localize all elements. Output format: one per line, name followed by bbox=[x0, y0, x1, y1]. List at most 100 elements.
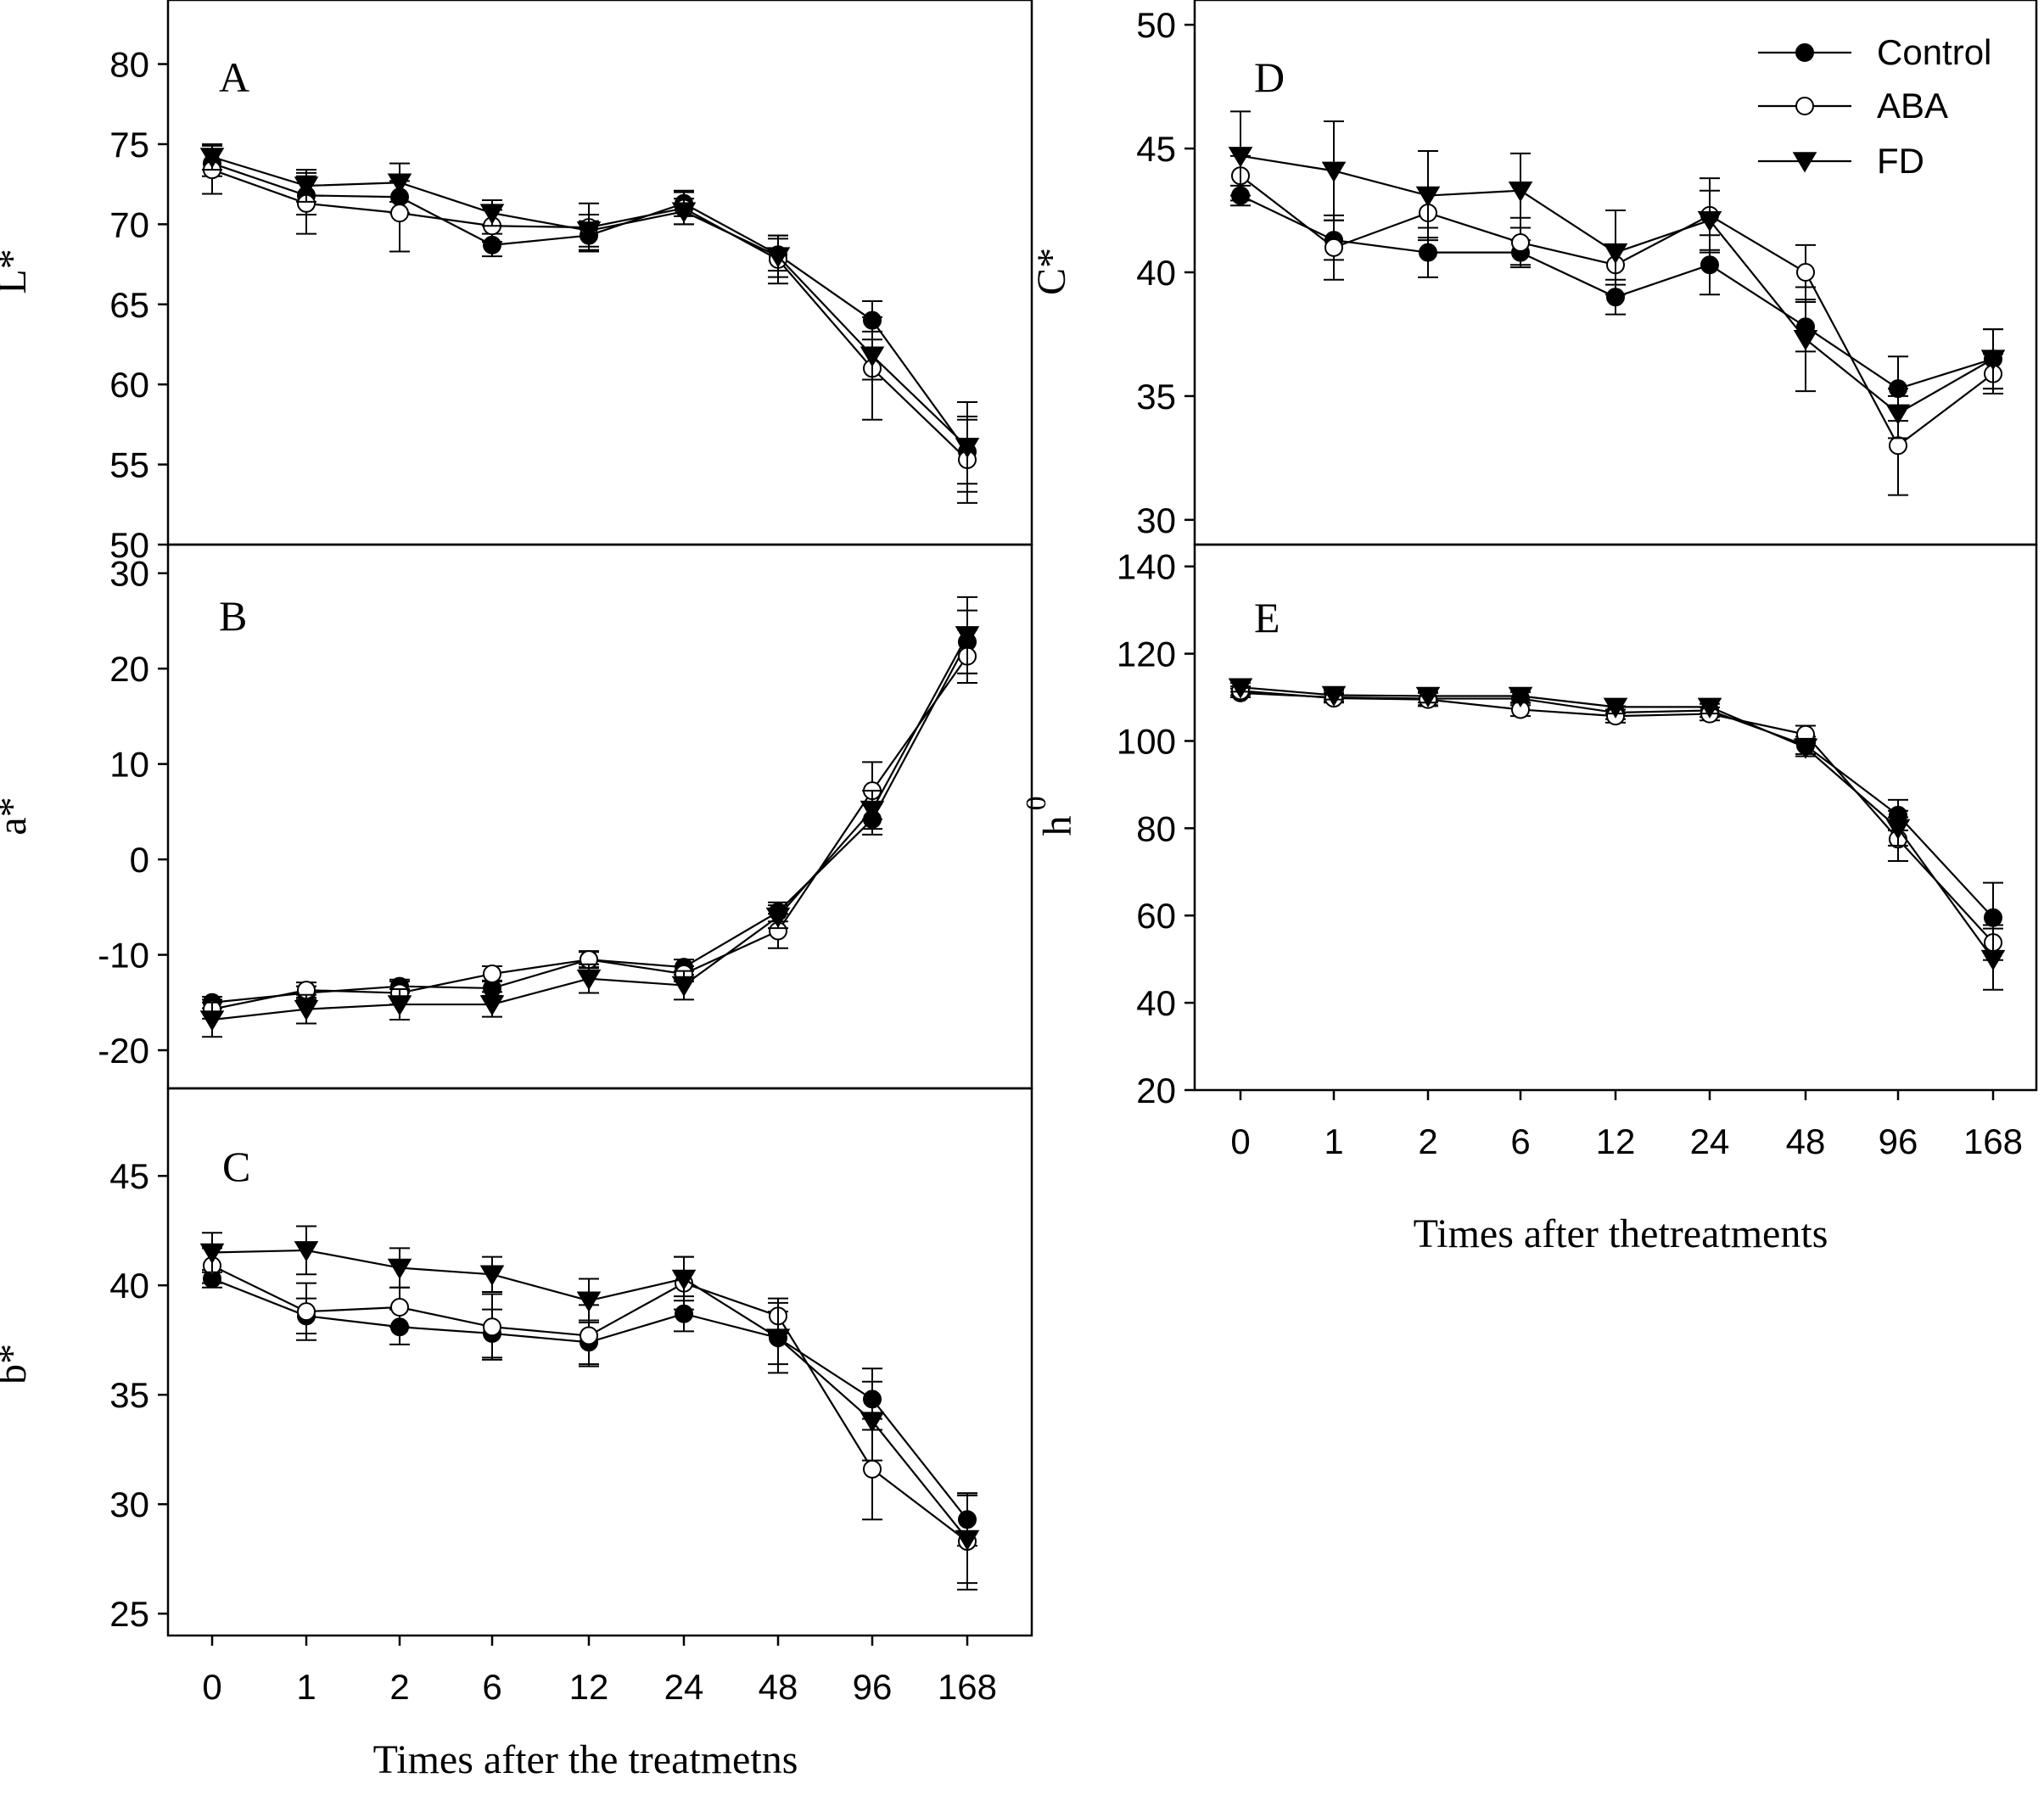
panel-frame bbox=[166, 0, 1033, 546]
series-line-control bbox=[211, 641, 968, 1004]
data-point-control bbox=[1419, 243, 1437, 262]
x-tick-label: 2 bbox=[389, 1667, 409, 1707]
legend: Control ABA FD bbox=[1758, 32, 1991, 181]
y-tick-label: 45 bbox=[109, 1156, 149, 1196]
legend-marker-aba bbox=[1795, 97, 1814, 115]
y-tick-label: 10 bbox=[109, 745, 149, 785]
data-point-aba bbox=[1324, 238, 1343, 257]
x-tick-label: 48 bbox=[759, 1667, 798, 1707]
series-fd bbox=[199, 596, 980, 1038]
data-point-fd bbox=[860, 346, 885, 367]
panel-frame bbox=[1193, 543, 2038, 1092]
data-point-aba bbox=[390, 204, 409, 223]
legend-label-aba: ABA bbox=[1877, 86, 1948, 126]
panel-letter: E bbox=[1254, 594, 1280, 641]
y-axis-title-text: a* bbox=[0, 797, 35, 835]
y-tick-label: 45 bbox=[1136, 129, 1176, 169]
data-point-aba bbox=[580, 1326, 598, 1345]
series-fd bbox=[199, 143, 980, 493]
legend-marker-fd bbox=[1792, 152, 1817, 173]
y-tick-label: 70 bbox=[109, 204, 149, 244]
y-tick-label: 0 bbox=[130, 840, 149, 880]
series-control bbox=[202, 149, 977, 485]
data-point-fd bbox=[1415, 186, 1441, 208]
data-point-fd bbox=[479, 1265, 505, 1286]
y-tick-label: 140 bbox=[1117, 547, 1176, 587]
data-point-fd bbox=[955, 626, 980, 647]
data-point-fd bbox=[1603, 243, 1628, 265]
y-axis-title-text: b* bbox=[0, 1344, 35, 1384]
data-point-fd bbox=[199, 1010, 225, 1032]
panel-frame bbox=[166, 543, 1033, 1090]
data-point-aba bbox=[390, 1298, 409, 1317]
panel-a: 50 55 60 65 70 75 80 A L* bbox=[0, 0, 1033, 565]
data-point-fd bbox=[1697, 210, 1722, 232]
data-point-fd bbox=[294, 999, 319, 1021]
data-point-fd bbox=[765, 1328, 791, 1350]
y-axis-title-text: h bbox=[1035, 816, 1080, 836]
x-tick-label: 1 bbox=[1324, 1121, 1343, 1161]
legend-marker-control bbox=[1795, 43, 1814, 62]
y-tick-label: 60 bbox=[1136, 896, 1176, 936]
y-tick-label: 80 bbox=[1136, 808, 1176, 848]
y-tick-label: 40 bbox=[1136, 253, 1176, 293]
data-point-fd bbox=[479, 204, 505, 225]
y-axis-title: h0 bbox=[1021, 797, 1080, 836]
data-point-aba bbox=[483, 1317, 501, 1337]
data-point-fd bbox=[955, 438, 980, 459]
data-point-fd bbox=[199, 148, 225, 169]
y-tick-label: 50 bbox=[1136, 5, 1176, 45]
x-tick-label: 2 bbox=[1418, 1121, 1437, 1161]
y-axis-title: a* bbox=[0, 797, 35, 835]
x-axis-title: Times after thetreatments bbox=[1414, 1211, 1828, 1256]
series-line-aba bbox=[1240, 690, 1994, 943]
data-point-fd bbox=[199, 1243, 225, 1264]
series-aba bbox=[202, 144, 977, 504]
data-point-aba bbox=[483, 965, 501, 984]
data-point-fd bbox=[294, 1241, 319, 1262]
data-point-fd bbox=[387, 1258, 412, 1280]
x-tick-label: 1 bbox=[296, 1667, 316, 1707]
data-point-fd bbox=[1697, 697, 1722, 719]
data-point-fd bbox=[1603, 697, 1628, 719]
y-tick-label: 100 bbox=[1117, 721, 1176, 761]
y-axis-title: b* bbox=[0, 1344, 35, 1384]
data-point-fd bbox=[1793, 330, 1818, 351]
y-tick-label: 30 bbox=[109, 1485, 149, 1524]
data-point-fd bbox=[479, 995, 505, 1016]
legend-label-control: Control bbox=[1877, 32, 1991, 72]
data-point-fd bbox=[1321, 161, 1347, 182]
y-tick-label: 65 bbox=[109, 285, 149, 325]
series-fd bbox=[199, 1225, 980, 1585]
data-point-fd bbox=[1415, 686, 1441, 707]
x-tick-label: 24 bbox=[1690, 1121, 1730, 1161]
data-point-aba bbox=[1511, 232, 1530, 252]
y-tick-label: 20 bbox=[109, 649, 149, 689]
y-tick-label: 120 bbox=[1117, 635, 1176, 674]
y-tick-label: 50 bbox=[109, 525, 149, 565]
data-point-fd bbox=[671, 976, 697, 998]
series-fd bbox=[1228, 110, 2006, 439]
x-tick-label: 96 bbox=[1879, 1121, 1918, 1161]
y-tick-label: 40 bbox=[109, 1266, 149, 1306]
data-point-fd bbox=[1980, 349, 2006, 371]
x-tick-label: 0 bbox=[202, 1667, 221, 1707]
data-point-fd bbox=[1885, 819, 1911, 840]
y-tick-label: 35 bbox=[109, 1375, 149, 1415]
data-point-fd bbox=[387, 173, 412, 194]
y-axis-title: C* bbox=[1029, 248, 1074, 295]
data-point-aba bbox=[297, 1302, 316, 1322]
data-point-aba bbox=[1796, 263, 1815, 282]
panel-b: -20 -10 0 10 20 30 Ba* bbox=[0, 543, 1033, 1090]
x-tick-label: 0 bbox=[1230, 1121, 1250, 1161]
panel-letter: B bbox=[219, 592, 247, 640]
y-tick-label: 40 bbox=[1136, 983, 1176, 1023]
x-tick-label: 6 bbox=[482, 1667, 501, 1707]
data-point-fd bbox=[765, 247, 791, 268]
data-point-fd bbox=[387, 995, 412, 1016]
y-tick-label: 75 bbox=[109, 125, 149, 165]
y-tick-label: 25 bbox=[109, 1594, 149, 1634]
data-point-fd bbox=[576, 969, 602, 991]
data-point-fd bbox=[860, 800, 885, 822]
